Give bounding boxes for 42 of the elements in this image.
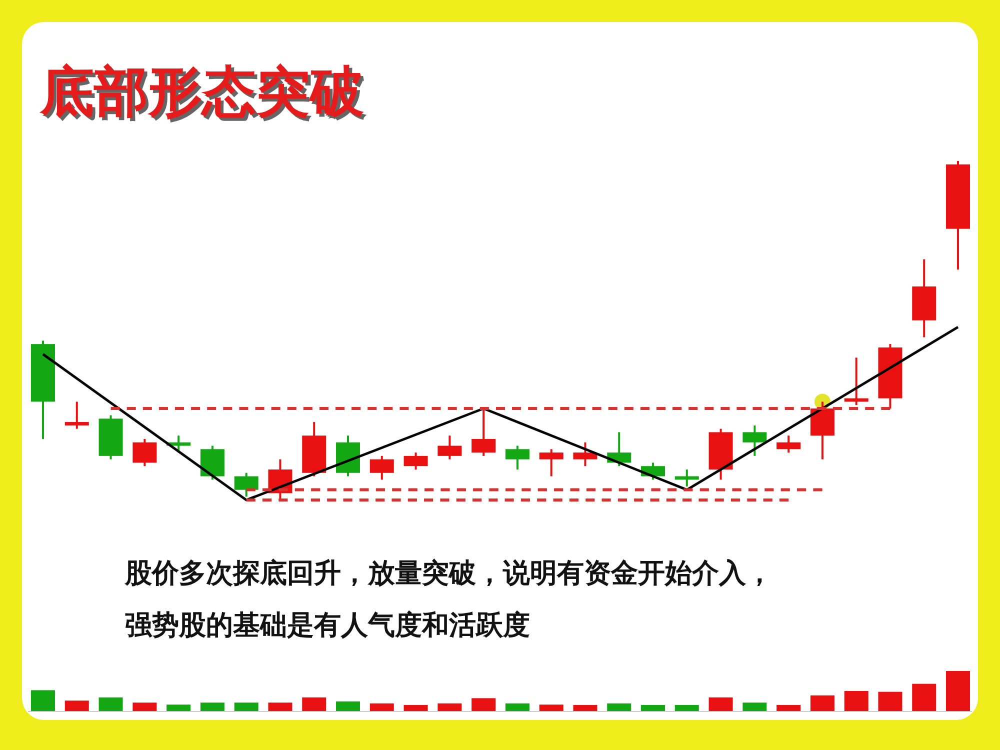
bar — [878, 692, 902, 711]
bar — [573, 705, 598, 711]
bar — [539, 704, 564, 711]
candlestick — [404, 452, 428, 470]
bar — [31, 690, 55, 711]
candlestick — [742, 424, 767, 457]
bar — [810, 695, 834, 711]
candlestick — [539, 448, 564, 478]
bar — [844, 691, 868, 711]
bar — [166, 704, 191, 711]
candlestick — [776, 434, 801, 454]
bar — [438, 703, 462, 711]
bar — [674, 705, 699, 711]
bar — [776, 705, 801, 711]
bar — [268, 702, 292, 711]
bar — [98, 697, 123, 711]
bar — [742, 702, 767, 711]
bar — [641, 705, 665, 711]
candlestick — [472, 407, 496, 457]
bar — [234, 702, 258, 711]
bar — [505, 703, 530, 711]
candlestick — [132, 438, 157, 468]
candlestick — [234, 472, 258, 498]
bar — [708, 697, 733, 711]
bar — [472, 698, 496, 711]
bar — [370, 703, 394, 711]
bar — [302, 697, 326, 711]
bar — [132, 702, 157, 711]
bar — [404, 705, 428, 711]
bar — [200, 702, 224, 711]
bar — [946, 671, 970, 711]
candlestick — [573, 441, 598, 468]
text: 股价多次探底回升，放量突破，说明有资金开始介入， — [124, 558, 773, 589]
chart-title: 底部形态突破 — [42, 63, 367, 126]
bar — [607, 703, 632, 711]
bar — [64, 700, 89, 711]
bar — [912, 684, 936, 711]
text: 强势股的基础是有人气度和活跃度 — [125, 610, 530, 641]
candlestick — [64, 400, 89, 430]
candlestick — [370, 454, 394, 481]
candlestick — [438, 434, 462, 460]
bar — [336, 701, 360, 711]
